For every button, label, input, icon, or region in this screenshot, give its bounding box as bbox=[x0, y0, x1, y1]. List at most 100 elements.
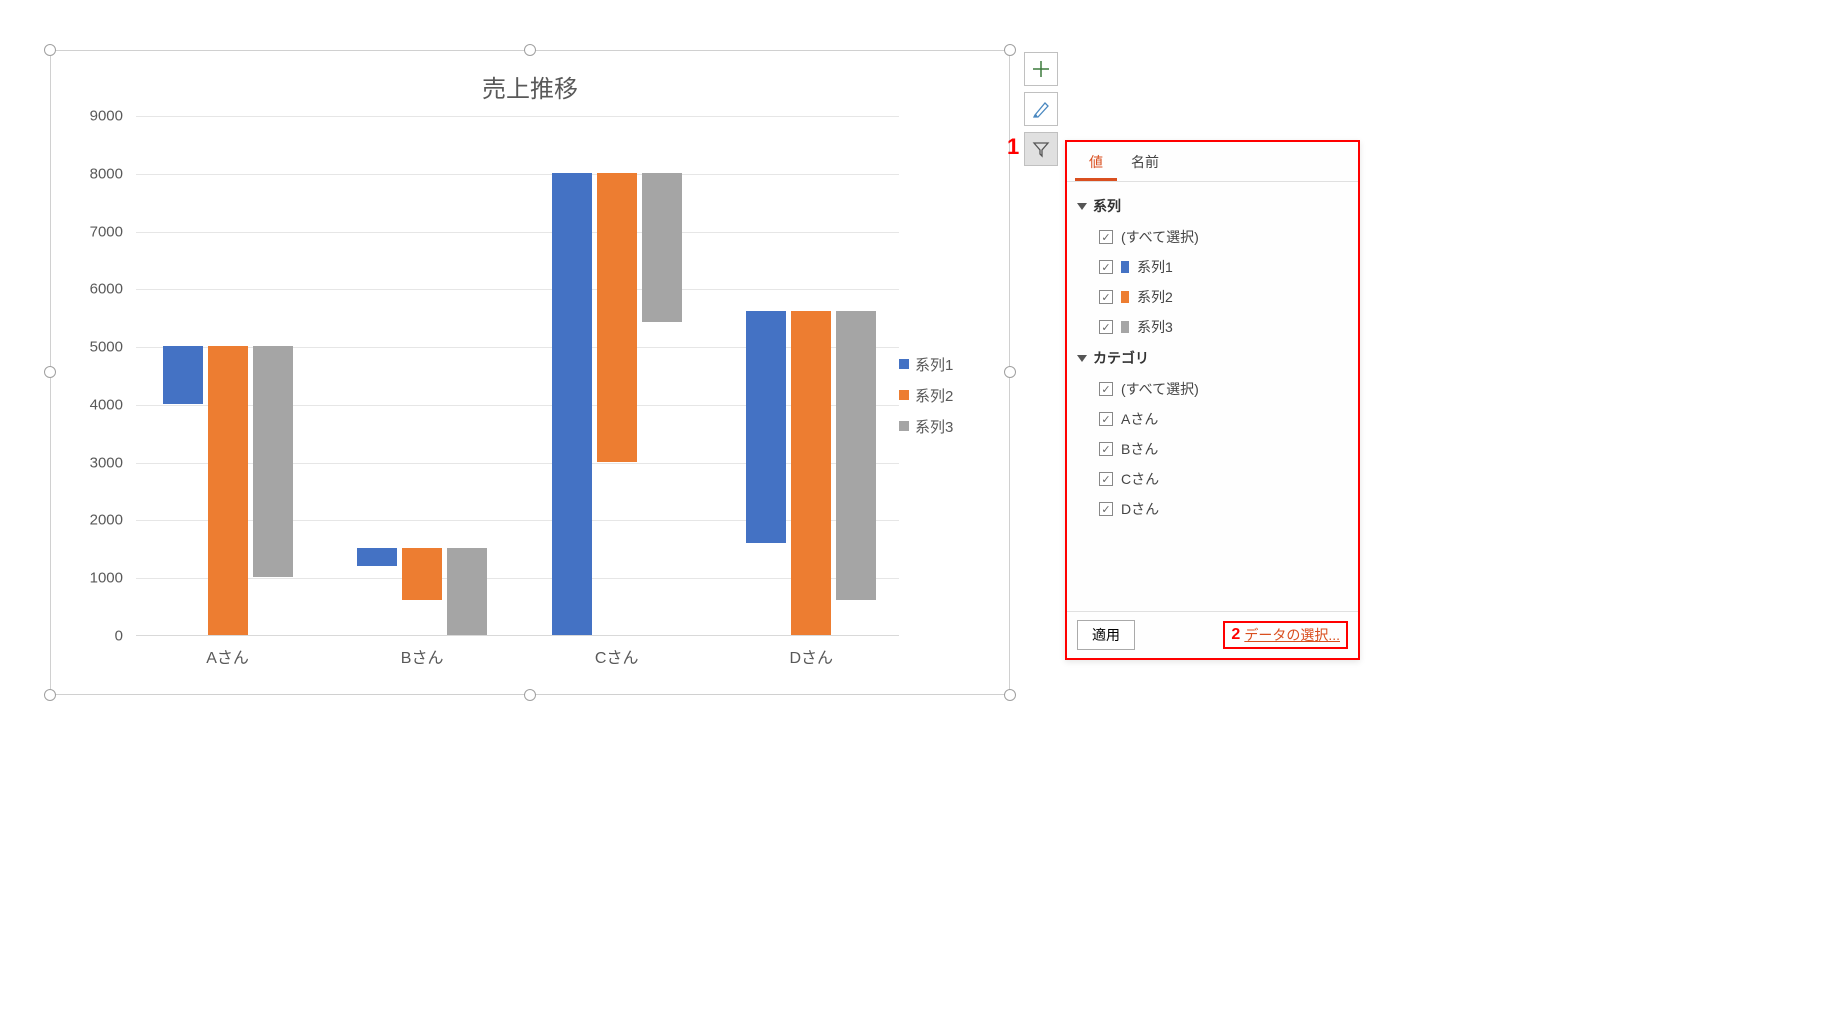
bar[interactable] bbox=[597, 173, 637, 462]
checkbox-icon: ✓ bbox=[1099, 260, 1113, 274]
filter-item-label: Aさん bbox=[1121, 409, 1158, 429]
checkbox-icon: ✓ bbox=[1099, 230, 1113, 244]
bar[interactable] bbox=[208, 346, 248, 635]
annotation-1: 1 bbox=[1007, 134, 1019, 160]
filter-series-item[interactable]: ✓ 系列2 bbox=[1077, 282, 1348, 312]
legend-swatch bbox=[899, 359, 909, 369]
gridline bbox=[136, 232, 899, 233]
plot-area[interactable]: 0100020003000400050006000700080009000 Aさ… bbox=[81, 116, 899, 676]
legend-label: 系列1 bbox=[915, 354, 953, 375]
filter-body: 系列 ✓ (すべて選択) ✓ 系列1 ✓ 系列2 ✓系列3 カテゴリ ✓ (すべて選択)… bbox=[1067, 182, 1358, 611]
legend-swatch bbox=[899, 421, 909, 431]
legend-item[interactable]: 系列2 bbox=[899, 385, 979, 406]
filter-tab-values[interactable]: 値 bbox=[1075, 146, 1117, 181]
collapse-icon bbox=[1077, 203, 1087, 210]
resize-handle-bottom-left[interactable] bbox=[44, 689, 56, 701]
y-axis: 0100020003000400050006000700080009000 bbox=[81, 116, 131, 636]
legend-item[interactable]: 系列1 bbox=[899, 354, 979, 375]
filter-series-item[interactable]: ✓ 系列1 bbox=[1077, 252, 1348, 282]
y-tick-label: 2000 bbox=[90, 512, 123, 529]
filter-item-label: 系列1 bbox=[1137, 257, 1173, 277]
checkbox-icon: ✓ bbox=[1099, 320, 1113, 334]
bar[interactable] bbox=[746, 311, 786, 542]
gridline bbox=[136, 289, 899, 290]
series-swatch bbox=[1121, 261, 1129, 273]
bar[interactable] bbox=[642, 173, 682, 322]
bar-group[interactable] bbox=[746, 311, 876, 635]
bar[interactable] bbox=[163, 346, 203, 404]
filter-select-all-label: (すべて選択) bbox=[1121, 227, 1199, 247]
gridline bbox=[136, 174, 899, 175]
checkbox-icon: ✓ bbox=[1099, 442, 1113, 456]
filter-category-item[interactable]: ✓Cさん bbox=[1077, 464, 1348, 494]
bar-group[interactable] bbox=[163, 346, 293, 635]
filter-apply-button[interactable]: 適用 bbox=[1077, 620, 1135, 650]
bar[interactable] bbox=[253, 346, 293, 577]
legend-swatch bbox=[899, 390, 909, 400]
bar-group[interactable] bbox=[357, 548, 487, 635]
bar[interactable] bbox=[836, 311, 876, 600]
resize-handle-right-mid[interactable] bbox=[1004, 366, 1016, 378]
bar[interactable] bbox=[402, 548, 442, 600]
x-axis-labels: AさんBさんCさんDさん bbox=[136, 644, 899, 674]
resize-handle-top-mid[interactable] bbox=[524, 44, 536, 56]
y-tick-label: 7000 bbox=[90, 223, 123, 240]
filter-category-item[interactable]: ✓Aさん bbox=[1077, 404, 1348, 434]
filter-item-label: 系列2 bbox=[1137, 287, 1173, 307]
filter-category-item[interactable]: ✓ Bさん bbox=[1077, 434, 1348, 464]
resize-handle-bottom-right[interactable] bbox=[1004, 689, 1016, 701]
chart-legend[interactable]: 系列1 系列2 系列3 bbox=[899, 116, 979, 674]
filter-section-series[interactable]: 系列 bbox=[1077, 190, 1348, 222]
filter-item-label: Dさん bbox=[1121, 499, 1159, 519]
bar[interactable] bbox=[552, 173, 592, 635]
chart-elements-button[interactable] bbox=[1024, 52, 1058, 86]
brush-icon bbox=[1031, 99, 1051, 119]
x-tick-label: Cさん bbox=[595, 644, 639, 668]
gridline bbox=[136, 116, 899, 117]
y-tick-label: 4000 bbox=[90, 396, 123, 413]
filter-item-label: Bさん bbox=[1121, 439, 1158, 459]
filter-series-select-all[interactable]: ✓ (すべて選択) bbox=[1077, 222, 1348, 252]
collapse-icon bbox=[1077, 355, 1087, 362]
resize-handle-top-left[interactable] bbox=[44, 44, 56, 56]
resize-handle-left-mid[interactable] bbox=[44, 366, 56, 378]
chart-title[interactable]: 売上推移 bbox=[51, 51, 1009, 104]
filter-series-item[interactable]: ✓系列3 bbox=[1077, 312, 1348, 342]
chart-styles-button[interactable] bbox=[1024, 92, 1058, 126]
filter-footer: 適用 2 データの選択... bbox=[1067, 611, 1358, 658]
funnel-icon bbox=[1031, 139, 1051, 159]
chart-selection-wrapper: 売上推移 01000200030004000500060007000800090… bbox=[40, 40, 1020, 705]
legend-label: 系列3 bbox=[915, 416, 953, 437]
chart-container[interactable]: 売上推移 01000200030004000500060007000800090… bbox=[50, 50, 1010, 695]
filter-section-category[interactable]: カテゴリ bbox=[1077, 342, 1348, 374]
chart-filter-button[interactable] bbox=[1024, 132, 1058, 166]
annotation-2: 2 bbox=[1231, 626, 1240, 644]
series-swatch bbox=[1121, 291, 1129, 303]
series-swatch bbox=[1121, 321, 1129, 333]
y-tick-label: 8000 bbox=[90, 165, 123, 182]
bar[interactable] bbox=[447, 548, 487, 635]
bar-group[interactable] bbox=[552, 173, 682, 635]
checkbox-icon: ✓ bbox=[1099, 290, 1113, 304]
bar[interactable] bbox=[791, 311, 831, 635]
y-tick-label: 5000 bbox=[90, 339, 123, 356]
legend-item[interactable]: 系列3 bbox=[899, 416, 979, 437]
checkbox-icon: ✓ bbox=[1099, 502, 1113, 516]
checkbox-icon: ✓ bbox=[1099, 472, 1113, 486]
y-tick-label: 6000 bbox=[90, 281, 123, 298]
filter-tabs: 値 名前 bbox=[1067, 142, 1358, 182]
filter-category-select-all[interactable]: ✓ (すべて選択) bbox=[1077, 374, 1348, 404]
y-tick-label: 3000 bbox=[90, 454, 123, 471]
filter-category-item[interactable]: ✓ Dさん bbox=[1077, 494, 1348, 524]
chart-filter-panel: 値 名前 系列 ✓ (すべて選択) ✓ 系列1 ✓ 系列2 ✓系列3 カテゴリ ✓ (す… bbox=[1065, 140, 1360, 660]
select-data-link[interactable]: データの選択... bbox=[1244, 625, 1340, 645]
filter-select-all-label: (すべて選択) bbox=[1121, 379, 1199, 399]
checkbox-icon: ✓ bbox=[1099, 382, 1113, 396]
bar[interactable] bbox=[357, 548, 397, 565]
filter-tab-names[interactable]: 名前 bbox=[1117, 146, 1173, 181]
annotation-2-wrap: 2 データの選択... bbox=[1223, 621, 1348, 649]
y-tick-label: 0 bbox=[115, 628, 123, 645]
plus-icon bbox=[1031, 59, 1051, 79]
resize-handle-bottom-mid[interactable] bbox=[524, 689, 536, 701]
resize-handle-top-right[interactable] bbox=[1004, 44, 1016, 56]
